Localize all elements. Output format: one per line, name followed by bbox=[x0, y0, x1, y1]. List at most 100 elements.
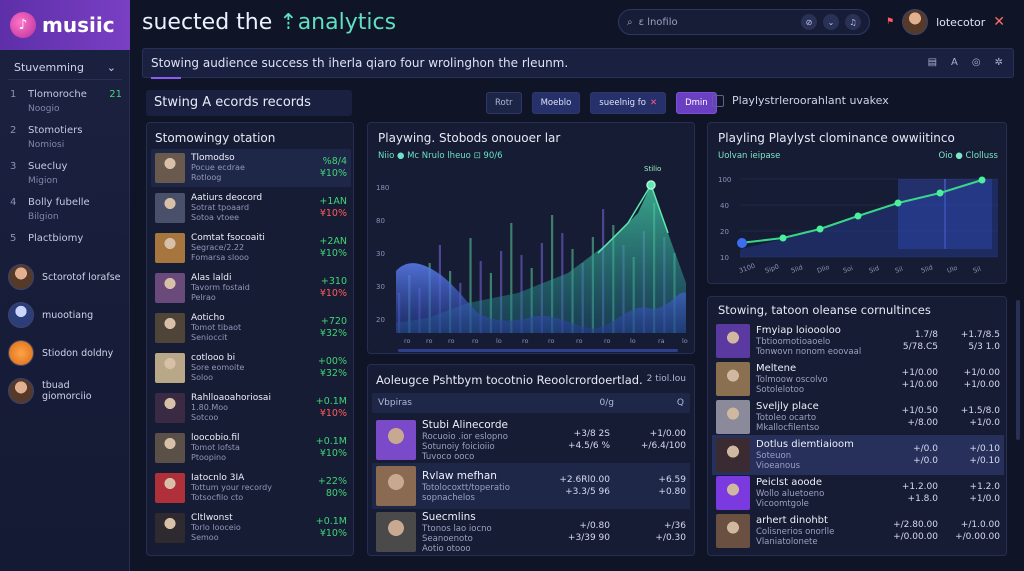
calendar-icon[interactable]: ▤ bbox=[927, 57, 938, 68]
app-logo[interactable]: ♪ musiic bbox=[0, 0, 130, 50]
stats-name: Dotlus diemtiaioom bbox=[756, 439, 854, 450]
track-row[interactable]: cotlooo bi Sore eomoite Soloo +00% ¥32% bbox=[151, 349, 351, 387]
sidebar-user[interactable]: Stiodon doldny bbox=[0, 334, 130, 372]
avatar bbox=[8, 340, 34, 366]
globe-icon[interactable]: ◎ bbox=[971, 57, 981, 68]
filter-chip[interactable]: Rotr bbox=[486, 92, 522, 114]
stats-thumbnail bbox=[716, 476, 750, 510]
close-icon[interactable]: ✕ bbox=[649, 98, 658, 108]
track-value-primary: +0.1M bbox=[315, 396, 347, 407]
sidebar-item[interactable]: 1 Tlomoroche Noogio 21 bbox=[6, 84, 126, 120]
stats-row[interactable]: Fmyiap loioooloo Tbtioomotioaoelo Tonwovn … bbox=[712, 321, 1004, 361]
track-row[interactable]: Alas laldi Tavorm fostaid Pelrao +310 ¥10% bbox=[151, 269, 351, 307]
stats-text: Dotlus diemtiaioom Soteuon Vioeanous bbox=[756, 439, 886, 471]
stats-row[interactable]: Dotlus diemtiaioom Soteuon Vioeanous +/0.0 +… bbox=[712, 435, 1004, 475]
stats-col: +1/0.50 +/8.00 bbox=[892, 405, 938, 429]
gear-icon[interactable]: ✲ bbox=[994, 57, 1003, 68]
sidebar-item[interactable]: 3 Suecluy Migion bbox=[6, 156, 126, 192]
playlist-row[interactable]: Stubi Alinecorde Rocuoio .ior eslopno Sotu… bbox=[372, 417, 690, 463]
filter-chip[interactable]: Dmin bbox=[676, 92, 717, 114]
density-bar bbox=[469, 238, 472, 333]
sidebar-user[interactable]: Sctorotof lorafse bbox=[0, 258, 130, 296]
track-value-change: ¥10% bbox=[319, 248, 347, 259]
playlist-value: +3.3/5 96 bbox=[565, 487, 610, 497]
playlist-text: Stubi Alinecorde Rocuoio .ior eslopno Sotu… bbox=[422, 419, 534, 462]
sidebar-item-title: Tlomoroche bbox=[28, 89, 87, 100]
track-value-primary: +0.1M bbox=[315, 516, 347, 527]
sidebar-item-label: Stomotiers Nomiosi bbox=[28, 124, 82, 152]
track-row[interactable]: Iatocnlo 3IA Tottum your recordy Totsocfil… bbox=[151, 469, 351, 507]
notification-icon[interactable]: ♫ bbox=[845, 14, 861, 30]
track-subtitle: Segrace/2.22 bbox=[191, 243, 245, 252]
stats-thumbnail bbox=[716, 514, 750, 548]
avatar bbox=[8, 264, 34, 290]
user-name[interactable]: lotecotor bbox=[936, 15, 986, 29]
stats-col: +1.5/8.0 +1/0.0 bbox=[944, 405, 1000, 429]
translate-icon[interactable]: A bbox=[951, 57, 958, 68]
chart-scroll-track[interactable] bbox=[398, 349, 678, 352]
filter-chip[interactable]: sueelnig fo ✕ bbox=[590, 92, 667, 114]
sidebar-dropdown[interactable]: Stuvemming ⌄ bbox=[8, 56, 122, 80]
close-icon[interactable]: ✕ bbox=[993, 14, 1006, 30]
sidebar-item[interactable]: 4 Bolly fubelle Bilgion bbox=[6, 192, 126, 228]
search-bar[interactable]: ⌕ ε lnofilo ⊘ ⌄ ♫ bbox=[618, 9, 870, 35]
sidebar-item[interactable]: 5 Plactbiomy bbox=[6, 228, 126, 250]
playlist-title: Aoleugce Pshtbym tocotnio Reoolcrordoert… bbox=[376, 373, 643, 387]
track-text: Comtat fsocoaiti Segrace/2.22 Fomarsa sloo… bbox=[191, 233, 297, 263]
trend-y-labels: 100 40 20 10 bbox=[718, 176, 731, 262]
stats-desc: Totoleo ocarto bbox=[756, 413, 817, 423]
track-values: +0.1M ¥10% bbox=[303, 436, 347, 460]
search-input[interactable]: ε lnofilo bbox=[638, 16, 678, 28]
track-row[interactable]: Tlomodso Pocue ecdrae Rotloog %8/4 ¥10% bbox=[151, 149, 351, 187]
track-row[interactable]: Aatiurs deocord Sotrat tpoaard Sotoa vtoee… bbox=[151, 189, 351, 227]
track-row[interactable]: Aoticho Tomot tibaot Senioccit +720 ¥32% bbox=[151, 309, 351, 347]
flag-icon[interactable]: ⚑ bbox=[886, 17, 895, 27]
track-row[interactable]: Rahlloaoahoriosai 1.80.Moo Sotcoo +0.1M ¥10% bbox=[151, 389, 351, 427]
stats-value: +1/0.00 bbox=[901, 368, 938, 378]
playlist-col: +2.6Rl0.00 +3.3/5 96 bbox=[540, 474, 610, 498]
filter-chip[interactable]: Moeblo bbox=[531, 92, 581, 114]
scrollbar[interactable] bbox=[1016, 300, 1020, 440]
col-header[interactable]: Vbpiras bbox=[378, 398, 412, 408]
sidebar-item-number: 5 bbox=[10, 233, 17, 244]
playlist-value: +3/8 2S bbox=[573, 429, 610, 439]
filter-chip-label: Moeblo bbox=[540, 98, 572, 108]
col-header[interactable]: Q bbox=[676, 398, 684, 408]
section-title: Stwing A ecords records bbox=[146, 90, 352, 116]
filter-chip-label: Rotr bbox=[495, 98, 513, 108]
checkbox-icon[interactable] bbox=[712, 94, 724, 107]
playlist-row[interactable]: Suecmlins Ttonos lao iocno Seanoenoto Aotio… bbox=[372, 509, 690, 555]
sidebar-user[interactable]: tbuad giomorciio bbox=[0, 372, 130, 410]
track-row[interactable]: Cltlwonst Torlo looceio Semoo +0.1M ¥10% bbox=[151, 509, 351, 547]
playlist-desc: Tuvoco ooco bbox=[422, 451, 475, 462]
stats-row[interactable]: Meltene Tolmoow oscolvo Sotolelotoo +1/0.00… bbox=[712, 359, 1004, 399]
stats-row[interactable]: Peiclst aoode Wollo aluetoeno Vicoomtgole +… bbox=[712, 473, 1004, 513]
svg-text:ro: ro bbox=[548, 337, 555, 345]
col-header[interactable]: 0/g bbox=[599, 398, 614, 408]
main-chart: 180 80 30 30 20 Stilio ro ro ro ro lo ro ro ro… bbox=[376, 165, 688, 352]
track-title: Aatiurs deocord bbox=[191, 193, 263, 203]
sidebar-item[interactable]: 2 Stomotiers Nomiosi bbox=[6, 120, 126, 156]
sidebar-item-label: Plactbiomy bbox=[28, 232, 83, 246]
playlist-name: Stubi Alinecorde bbox=[422, 418, 508, 431]
user-avatar[interactable] bbox=[902, 9, 929, 35]
track-row[interactable]: loocobio.fil Tomot lofsta Ptoopino +0.1M ¥10… bbox=[151, 429, 351, 467]
playlist-row[interactable]: Rvlaw mefhan Totolocoxtt/toperatio sopnach… bbox=[372, 463, 690, 509]
svg-text:Sil: Sil bbox=[972, 265, 982, 275]
sidebar-user[interactable]: muootiang bbox=[0, 296, 130, 334]
playlist-value: +/6.4/100 bbox=[640, 441, 686, 451]
track-value-primary: +310 bbox=[320, 276, 347, 287]
stats-row[interactable]: Sveljly place Totoleo ocarto Mkallocfilent… bbox=[712, 397, 1004, 437]
sidebar-user-name: muootiang bbox=[42, 309, 94, 321]
track-row[interactable]: Comtat fsocoaiti Segrace/2.22 Fomarsa sloo… bbox=[151, 229, 351, 267]
settings-icon[interactable]: ⌄ bbox=[823, 14, 839, 30]
stats-thumbnail bbox=[716, 438, 750, 472]
track-thumbnail bbox=[155, 313, 185, 343]
voice-icon[interactable]: ⊘ bbox=[801, 14, 817, 30]
trend-points bbox=[737, 176, 986, 248]
stats-row[interactable]: arhert dinohbt Colisnerios onorlle Vlaniat… bbox=[712, 511, 1004, 551]
stats-name: Fmyiap loioooloo bbox=[756, 325, 841, 336]
track-meta: Senioccit bbox=[191, 333, 228, 342]
playlist-thumbnail bbox=[376, 420, 416, 460]
track-meta: Sotoa vtoee bbox=[191, 213, 240, 222]
